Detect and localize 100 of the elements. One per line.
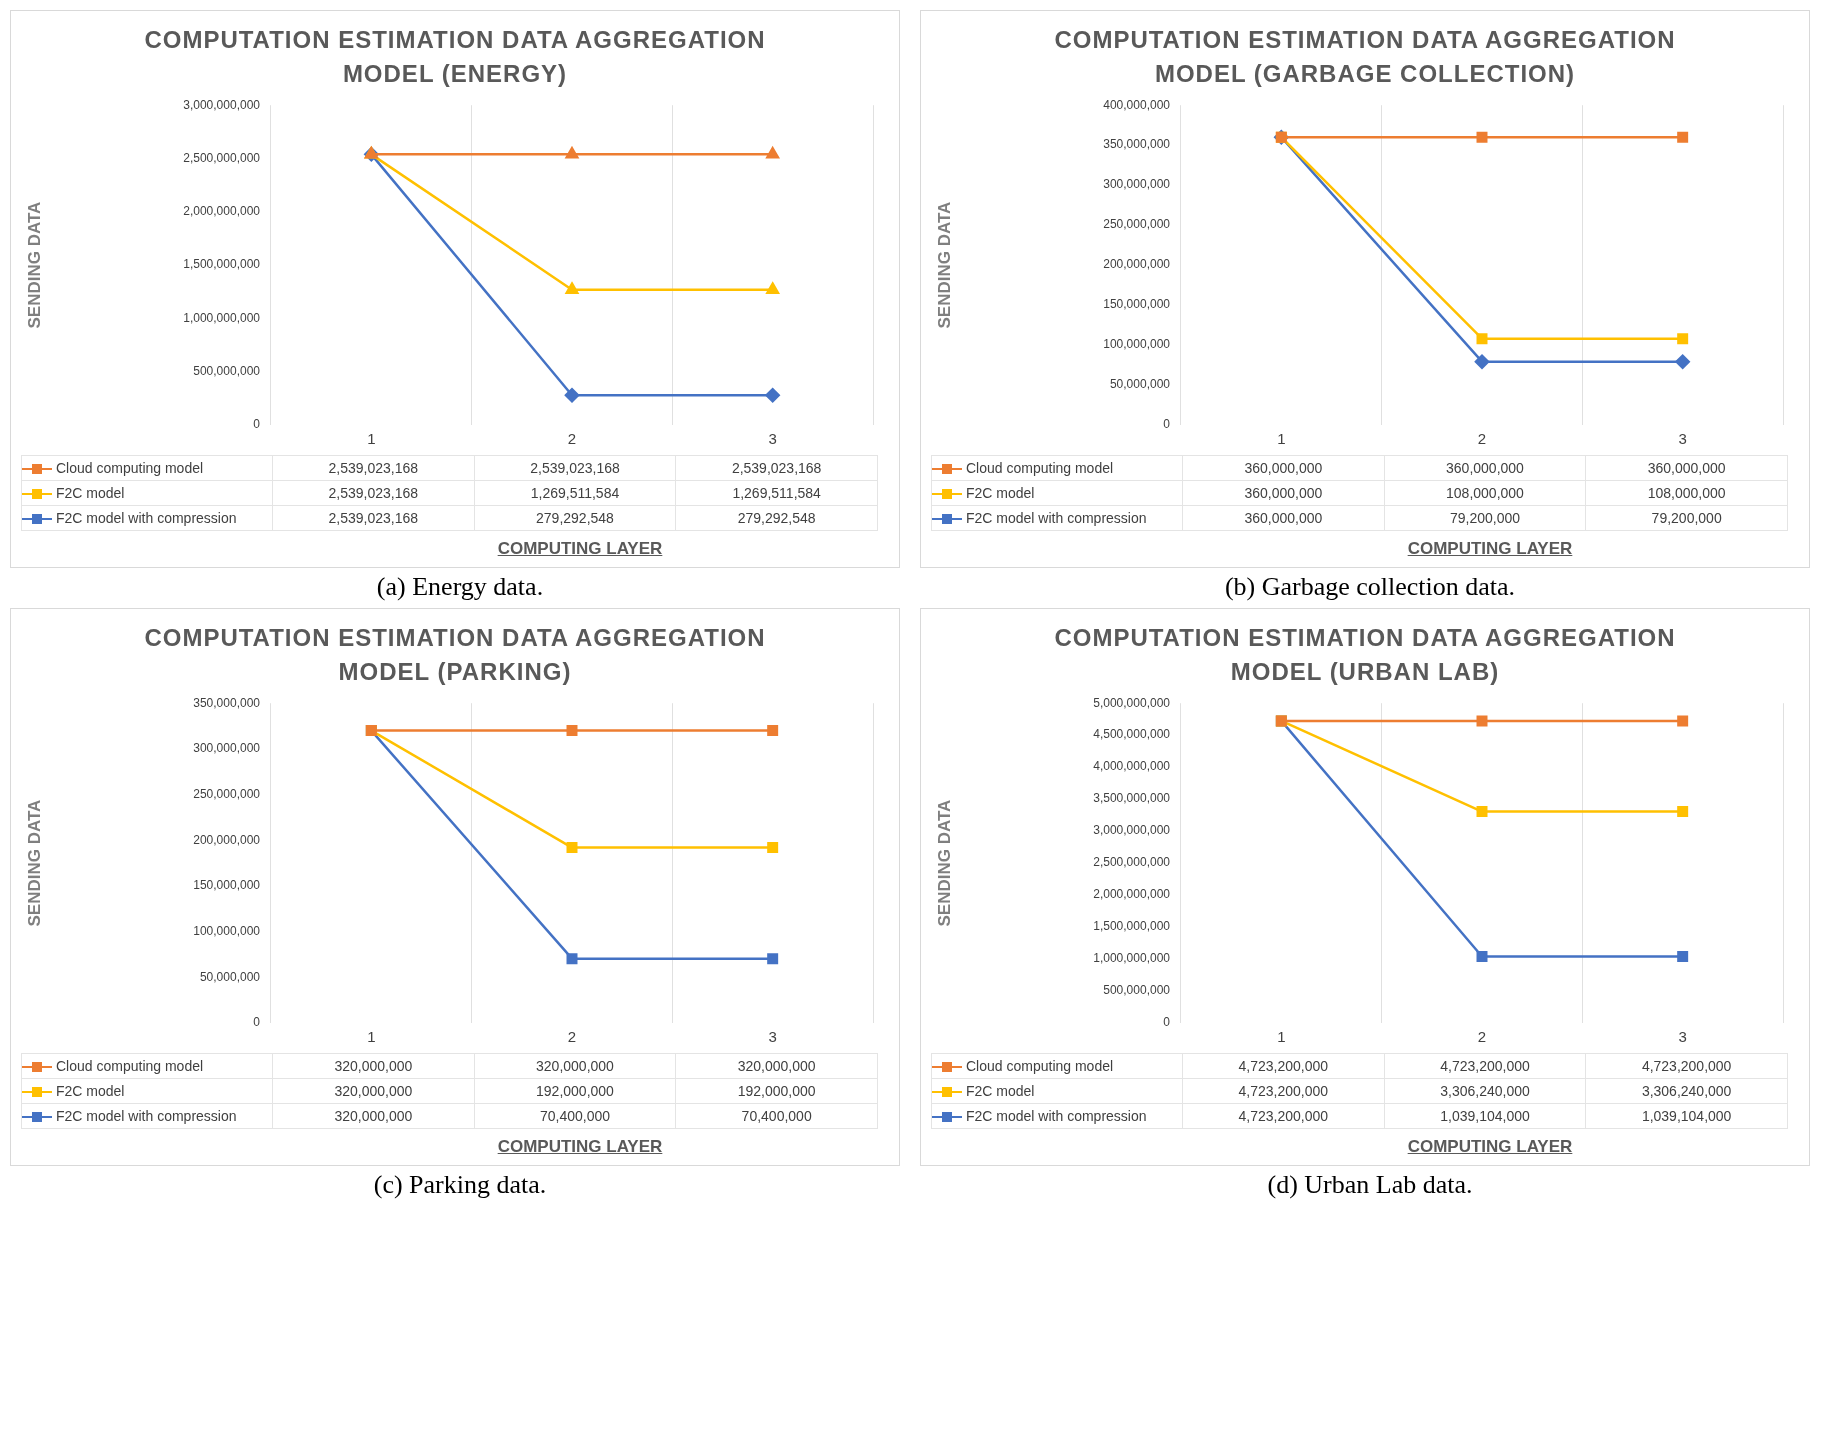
x-axis-title: COMPUTING LAYER	[1406, 539, 1574, 559]
data-label: 79,200,000	[1384, 505, 1586, 531]
x-tick-label: 3	[1678, 1028, 1687, 1046]
x-tick-label: 2	[1477, 1028, 1487, 1046]
legend-label: Cloud computing model	[21, 1053, 273, 1079]
data-label: 192,000,000	[474, 1078, 676, 1104]
data-label: 320,000,000	[675, 1053, 878, 1079]
x-tick-label: 3	[768, 430, 777, 448]
chart-title: COMPUTATION ESTIMATION DATA AGGREGATION MODEL (GARBAGE COLLECTION)	[1053, 25, 1677, 89]
data-label: 1,269,511,584	[675, 480, 878, 506]
data-label: 108,000,000	[1384, 480, 1586, 506]
y-tick-label: 500,000,000	[1103, 983, 1171, 998]
y-tick-label: 150,000,000	[1103, 297, 1171, 312]
y-tick-label: 0	[253, 417, 261, 432]
x-tick-label: 1	[1277, 430, 1286, 448]
y-tick-label: 250,000,000	[193, 786, 261, 801]
data-label: 2,539,023,168	[474, 455, 676, 481]
data-label: 2,539,023,168	[272, 505, 475, 531]
y-tick-label: 100,000,000	[193, 923, 261, 938]
y-axis-title: SENDING DATA	[24, 201, 44, 329]
y-tick-label: 2,500,000,000	[1093, 855, 1171, 870]
data-label: 320,000,000	[272, 1053, 475, 1079]
data-label: 2,539,023,168	[272, 455, 475, 481]
data-label: 4,723,200,000	[1585, 1053, 1788, 1079]
data-label: 279,292,548	[474, 505, 676, 531]
data-label: 360,000,000	[1182, 455, 1385, 481]
y-tick-label: 350,000,000	[1103, 137, 1171, 152]
y-tick-label: 3,500,000,000	[1093, 791, 1171, 806]
x-axis-title: COMPUTING LAYER	[496, 1137, 664, 1157]
data-label: 1,269,511,584	[474, 480, 676, 506]
y-tick-label: 0	[1163, 417, 1171, 432]
text: (a) Energy data.	[375, 572, 545, 602]
legend-label: Cloud computing model	[21, 455, 273, 481]
data-label: 2,539,023,168	[675, 455, 878, 481]
legend-label: Cloud computing model	[931, 455, 1183, 481]
text: (c) Parking data.	[372, 1170, 548, 1200]
y-tick-label: 50,000,000	[199, 969, 261, 984]
legend-label: Cloud computing model	[931, 1053, 1183, 1079]
y-tick-label: 4,500,000,000	[1093, 727, 1171, 742]
data-label: 360,000,000	[1182, 480, 1385, 506]
legend-label: F2C model with compression	[931, 505, 1183, 531]
data-label: 108,000,000	[1585, 480, 1788, 506]
data-label: 4,723,200,000	[1182, 1078, 1385, 1104]
data-label: 360,000,000	[1585, 455, 1788, 481]
y-tick-label: 3,000,000,000	[1093, 823, 1171, 838]
text: (d) Urban Lab data.	[1266, 1170, 1474, 1200]
legend-label: F2C model with compression	[21, 505, 273, 531]
chart-title: COMPUTATION ESTIMATION DATA AGGREGATION MODEL (PARKING)	[143, 623, 767, 687]
legend-label: F2C model	[21, 480, 273, 506]
data-label: 79,200,000	[1585, 505, 1788, 531]
data-label: 320,000,000	[474, 1053, 676, 1079]
y-tick-label: 4,000,000,000	[1093, 759, 1171, 774]
y-tick-label: 350,000,000	[193, 695, 261, 710]
data-label: 1,039,104,000	[1585, 1103, 1788, 1129]
x-axis-title: COMPUTING LAYER	[1406, 1137, 1574, 1157]
y-tick-label: 300,000,000	[193, 741, 261, 756]
x-axis-title: COMPUTING LAYER	[496, 539, 664, 559]
y-tick-label: 250,000,000	[1103, 217, 1171, 232]
chart-title: COMPUTATION ESTIMATION DATA AGGREGATION MODEL (URBAN LAB)	[1053, 623, 1677, 687]
y-tick-label: 200,000,000	[193, 832, 261, 847]
y-tick-label: 300,000,000	[1103, 177, 1171, 192]
y-tick-label: 150,000,000	[193, 878, 261, 893]
legend-label: F2C model	[931, 1078, 1183, 1104]
data-label: 4,723,200,000	[1384, 1053, 1586, 1079]
legend-label: F2C model	[21, 1078, 273, 1104]
x-tick-label: 1	[367, 1028, 376, 1046]
x-tick-label: 1	[1277, 1028, 1286, 1046]
data-label: 192,000,000	[675, 1078, 878, 1104]
y-tick-label: 1,500,000,000	[183, 257, 261, 272]
y-tick-label: 0	[1163, 1015, 1171, 1030]
data-label: 70,400,000	[474, 1103, 676, 1129]
y-tick-label: 1,000,000,000	[183, 310, 261, 325]
data-label: 360,000,000	[1182, 505, 1385, 531]
data-label: 2,539,023,168	[272, 480, 475, 506]
y-tick-label: 5,000,000,000	[1093, 695, 1171, 710]
x-tick-label: 2	[1477, 430, 1487, 448]
y-tick-label: 200,000,000	[1103, 257, 1171, 272]
data-label: 360,000,000	[1384, 455, 1586, 481]
y-tick-label: 2,500,000,000	[183, 150, 261, 165]
y-tick-label: 0	[253, 1015, 261, 1030]
y-tick-label: 100,000,000	[1103, 337, 1171, 352]
x-tick-label: 3	[1678, 430, 1687, 448]
y-axis-title: SENDING DATA	[934, 799, 954, 927]
data-label: 320,000,000	[272, 1103, 475, 1129]
y-tick-label: 3,000,000,000	[183, 97, 261, 112]
data-label: 4,723,200,000	[1182, 1053, 1385, 1079]
y-axis-title: SENDING DATA	[24, 799, 44, 927]
text: (b) Garbage collection data.	[1223, 572, 1517, 602]
x-tick-label: 3	[768, 1028, 777, 1046]
y-tick-label: 50,000,000	[1109, 377, 1171, 392]
data-label: 3,306,240,000	[1585, 1078, 1788, 1104]
legend-label: F2C model	[931, 480, 1183, 506]
data-label: 1,039,104,000	[1384, 1103, 1586, 1129]
y-tick-label: 2,000,000,000	[183, 204, 261, 219]
data-label: 4,723,200,000	[1182, 1103, 1385, 1129]
y-tick-label: 2,000,000,000	[1093, 887, 1171, 902]
y-tick-label: 1,500,000,000	[1093, 919, 1171, 934]
legend-label: F2C model with compression	[21, 1103, 273, 1129]
y-tick-label: 1,000,000,000	[1093, 951, 1171, 966]
x-tick-label: 2	[567, 1028, 577, 1046]
